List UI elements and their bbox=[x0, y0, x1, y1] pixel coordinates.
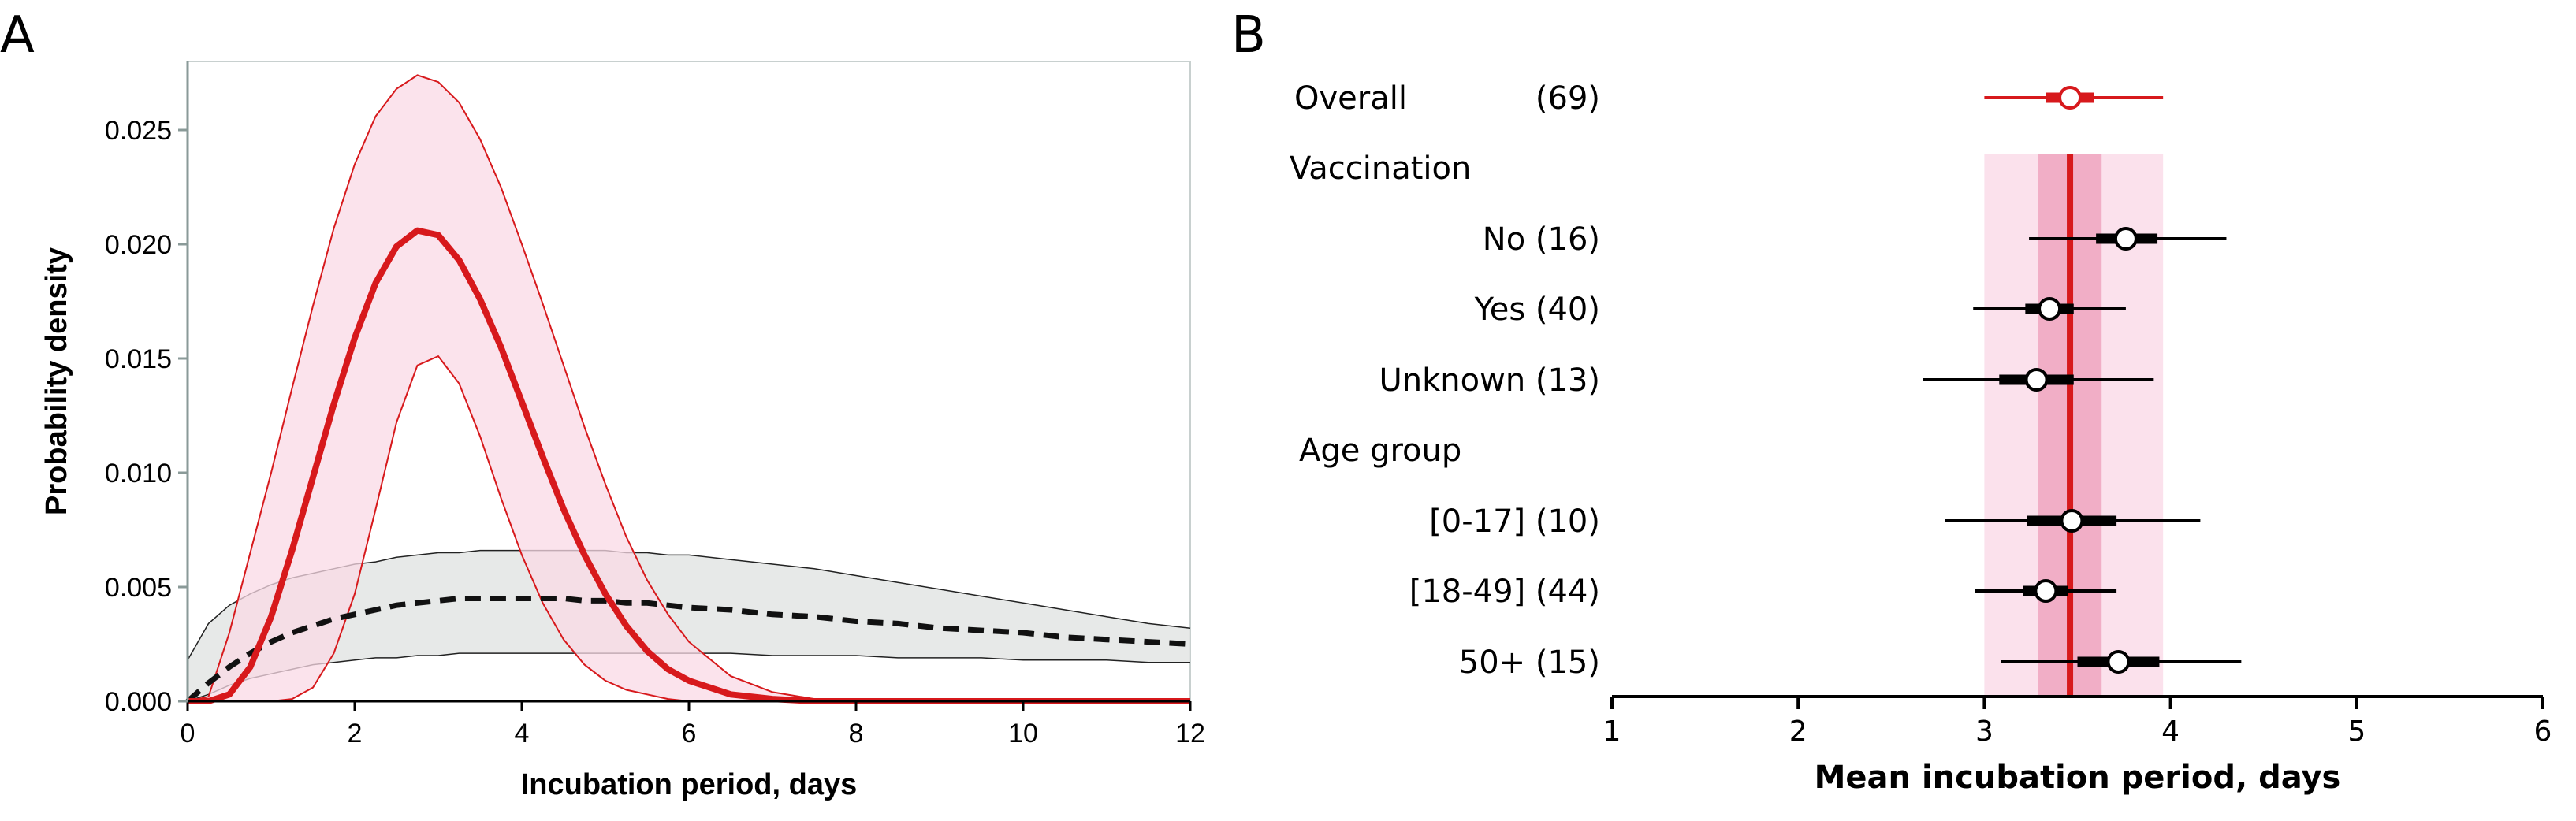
y-axis-label: Probability density bbox=[40, 247, 73, 515]
mean-point bbox=[2024, 368, 2049, 392]
x-tick-label: 6 bbox=[682, 719, 697, 749]
row-count: (69) bbox=[1536, 80, 1600, 117]
x-tick-label: 3 bbox=[1975, 715, 1993, 748]
x-axis-label: Mean incubation period, days bbox=[1815, 760, 2341, 796]
row-label: 50+ (15) bbox=[1459, 645, 1600, 681]
forest-row: Overall (69) bbox=[1294, 80, 2164, 117]
grey-credible-band bbox=[188, 550, 1190, 701]
y-tick-label: 0.000 bbox=[105, 687, 172, 717]
x-axis-label: Incubation period, days bbox=[521, 768, 858, 801]
mean-point bbox=[2038, 297, 2062, 321]
mean-point bbox=[2060, 509, 2084, 533]
tick-labels: 0 2 4 6 8 10 12 0.000 0.005 0.010 0.015 0.020 0.025 bbox=[105, 116, 1205, 749]
panel-a-density-chart: 0 2 4 6 8 10 120.0000.0050.0100.0150.0200.025 … bbox=[40, 61, 1205, 801]
x-tick-label: 4 bbox=[2161, 715, 2180, 748]
forest-row: Yes (40) bbox=[1474, 292, 2126, 328]
x-tick-label: 5 bbox=[2347, 715, 2366, 748]
y-tick-label: 0.020 bbox=[105, 230, 172, 260]
group-header-label: Vaccination bbox=[1290, 150, 1471, 187]
group-header-row: Age group bbox=[1299, 433, 1461, 469]
x-axis: 1 2 3 4 5 6 bbox=[1603, 695, 2552, 748]
row-label: Overall bbox=[1294, 80, 1407, 117]
mean-point bbox=[2034, 579, 2058, 603]
row-label: [18-49] (44) bbox=[1409, 574, 1600, 610]
x-tick-label: 2 bbox=[348, 719, 363, 749]
x-tick-label: 0 bbox=[181, 719, 195, 749]
x-tick-label: 4 bbox=[515, 719, 530, 749]
row-label: No (16) bbox=[1483, 221, 1600, 258]
mean-point bbox=[2113, 227, 2138, 251]
forest-rows: Overall (69) Vaccination No (16) Yes (40) Unk… bbox=[1290, 80, 2242, 681]
y-tick-label: 0.005 bbox=[105, 573, 172, 603]
group-header-label: Age group bbox=[1299, 433, 1461, 469]
forest-row: 50+ (15) bbox=[1459, 645, 2242, 681]
forest-row: [0-17] (10) bbox=[1429, 503, 2201, 540]
row-label: [0-17] (10) bbox=[1429, 503, 1600, 540]
panel-b-letter: B bbox=[1231, 6, 1266, 65]
x-tick-label: 6 bbox=[2534, 715, 2552, 748]
panel-b-forest-plot: Overall (69) Vaccination No (16) Yes (40) Unk… bbox=[1290, 80, 2552, 796]
pink-credible-band bbox=[188, 75, 1190, 701]
y-tick-label: 0.010 bbox=[105, 459, 172, 489]
x-tick-label: 2 bbox=[1789, 715, 1807, 748]
row-label: Unknown (13) bbox=[1379, 362, 1600, 399]
x-tick-label: 8 bbox=[849, 719, 864, 749]
mean-point bbox=[2106, 650, 2131, 674]
x-tick-label: 12 bbox=[1175, 719, 1205, 749]
y-tick-label: 0.015 bbox=[105, 344, 172, 374]
axes bbox=[178, 61, 1192, 711]
forest-row: Unknown (13) bbox=[1379, 362, 2154, 399]
panel-a-letter: A bbox=[0, 6, 35, 65]
mean-point bbox=[2058, 86, 2083, 110]
forest-row: [18-49] (44) bbox=[1409, 574, 2117, 610]
y-tick-label: 0.025 bbox=[105, 116, 172, 146]
x-tick-label: 10 bbox=[1008, 719, 1038, 749]
x-tick-label: 1 bbox=[1603, 715, 1621, 748]
row-label: Yes (40) bbox=[1474, 292, 1600, 328]
group-header-row: Vaccination bbox=[1290, 150, 1471, 187]
forest-row: No (16) bbox=[1483, 221, 2227, 258]
